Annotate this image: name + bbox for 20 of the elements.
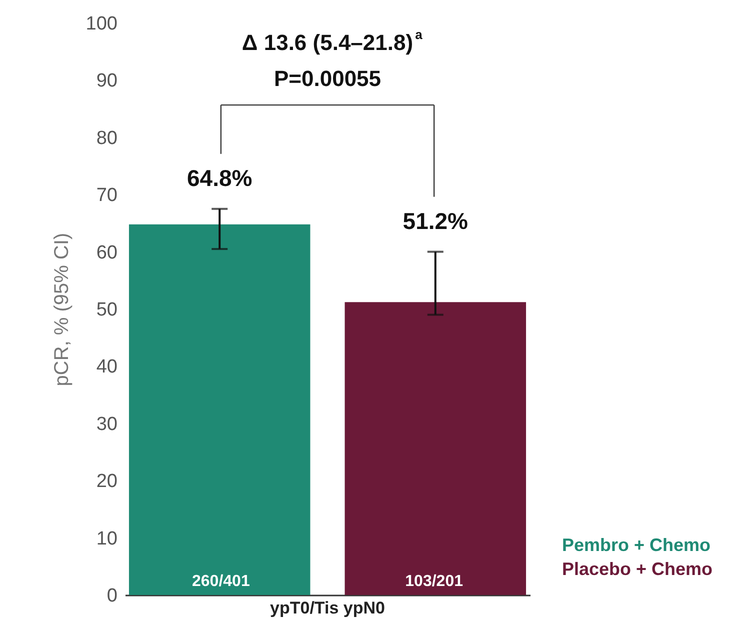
annotation: 260/401 bbox=[192, 573, 250, 590]
y-tick-label: 30 bbox=[96, 414, 118, 435]
y-tick-label: 90 bbox=[96, 70, 118, 92]
y-tick-label: 20 bbox=[96, 471, 118, 492]
y-tick-label: 40 bbox=[96, 356, 118, 378]
annotation: 103/201 bbox=[405, 573, 464, 590]
text: Pembro + Chemo bbox=[562, 535, 711, 555]
y-tick-label: 0 bbox=[106, 586, 118, 606]
x-tick-label: ypT0/Tis ypN0 bbox=[270, 598, 385, 618]
y-tick-label: 10 bbox=[96, 528, 118, 550]
y-tick-label: 100 bbox=[86, 14, 118, 34]
y-axis-title: pCR, % (95% CI) bbox=[50, 232, 73, 386]
data-label: 51.2% bbox=[402, 208, 468, 234]
y-tick-label: 80 bbox=[96, 128, 118, 149]
y-tick-label: 60 bbox=[96, 242, 118, 264]
series-label: Placebo + Chemo bbox=[562, 559, 713, 579]
y-tick-label: 50 bbox=[96, 300, 118, 320]
y-tick-label: 70 bbox=[96, 185, 118, 206]
annotation: P=0.00055 bbox=[274, 66, 382, 91]
data-label: 64.8% bbox=[186, 164, 252, 191]
